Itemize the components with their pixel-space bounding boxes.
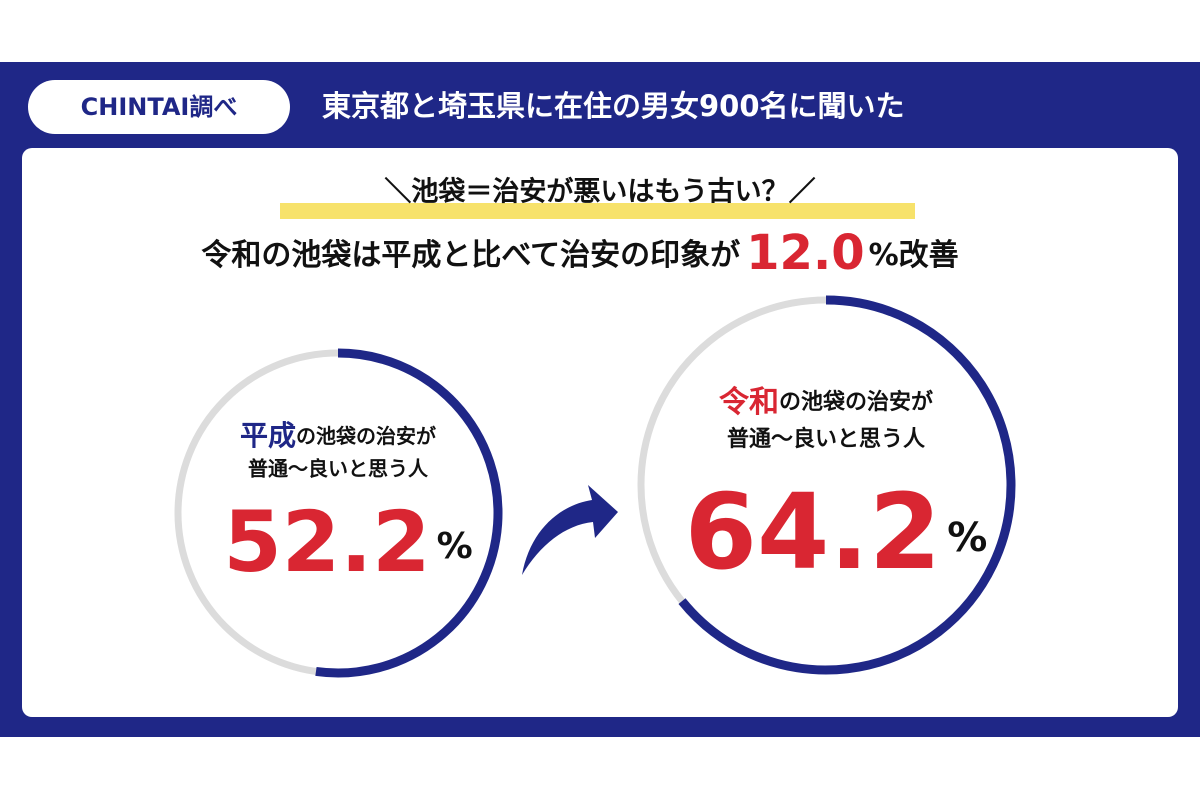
badge xyxy=(28,80,290,134)
lead-text: 令和の池袋は平成と比べて治安の印象が xyxy=(201,238,740,273)
progress-arc xyxy=(315,348,503,678)
value: 52.2% xyxy=(223,493,472,591)
value-unit: % xyxy=(437,526,473,567)
label-line2: 普通〜良いと思う人 xyxy=(248,457,429,481)
header-title: 東京都と埼玉県に在住の男女900名に聞いた xyxy=(322,89,905,123)
card xyxy=(22,148,1178,717)
value: 64.2% xyxy=(685,471,988,593)
label-text: の池袋の治安が xyxy=(296,424,436,448)
improvement: 12.0 xyxy=(746,225,864,281)
value-number: 64.2 xyxy=(685,471,942,593)
arrow xyxy=(522,485,618,575)
lead-tail: 改善 xyxy=(899,238,959,273)
lead: 令和の池袋は平成と比べて治安の印象が 12.0 %改善 xyxy=(201,225,958,281)
label: 平成の池袋の治安が xyxy=(240,419,436,452)
highlight-bar xyxy=(280,203,915,219)
label-highlight: 令和 xyxy=(719,385,779,420)
progress-arc xyxy=(678,295,1016,675)
label: 令和の池袋の治安が xyxy=(719,385,933,420)
badge-text: CHINTAI調べ xyxy=(81,93,238,121)
label-line2: 普通〜良いと思う人 xyxy=(727,426,925,452)
value-unit: % xyxy=(947,515,987,561)
label-text: の池袋の治安が xyxy=(779,389,933,415)
label-highlight: 平成 xyxy=(240,419,296,452)
kicker: ＼池袋＝治安が悪いはもう古い？／ xyxy=(384,176,815,208)
value-number: 52.2 xyxy=(223,493,430,591)
unit: % xyxy=(869,238,899,273)
